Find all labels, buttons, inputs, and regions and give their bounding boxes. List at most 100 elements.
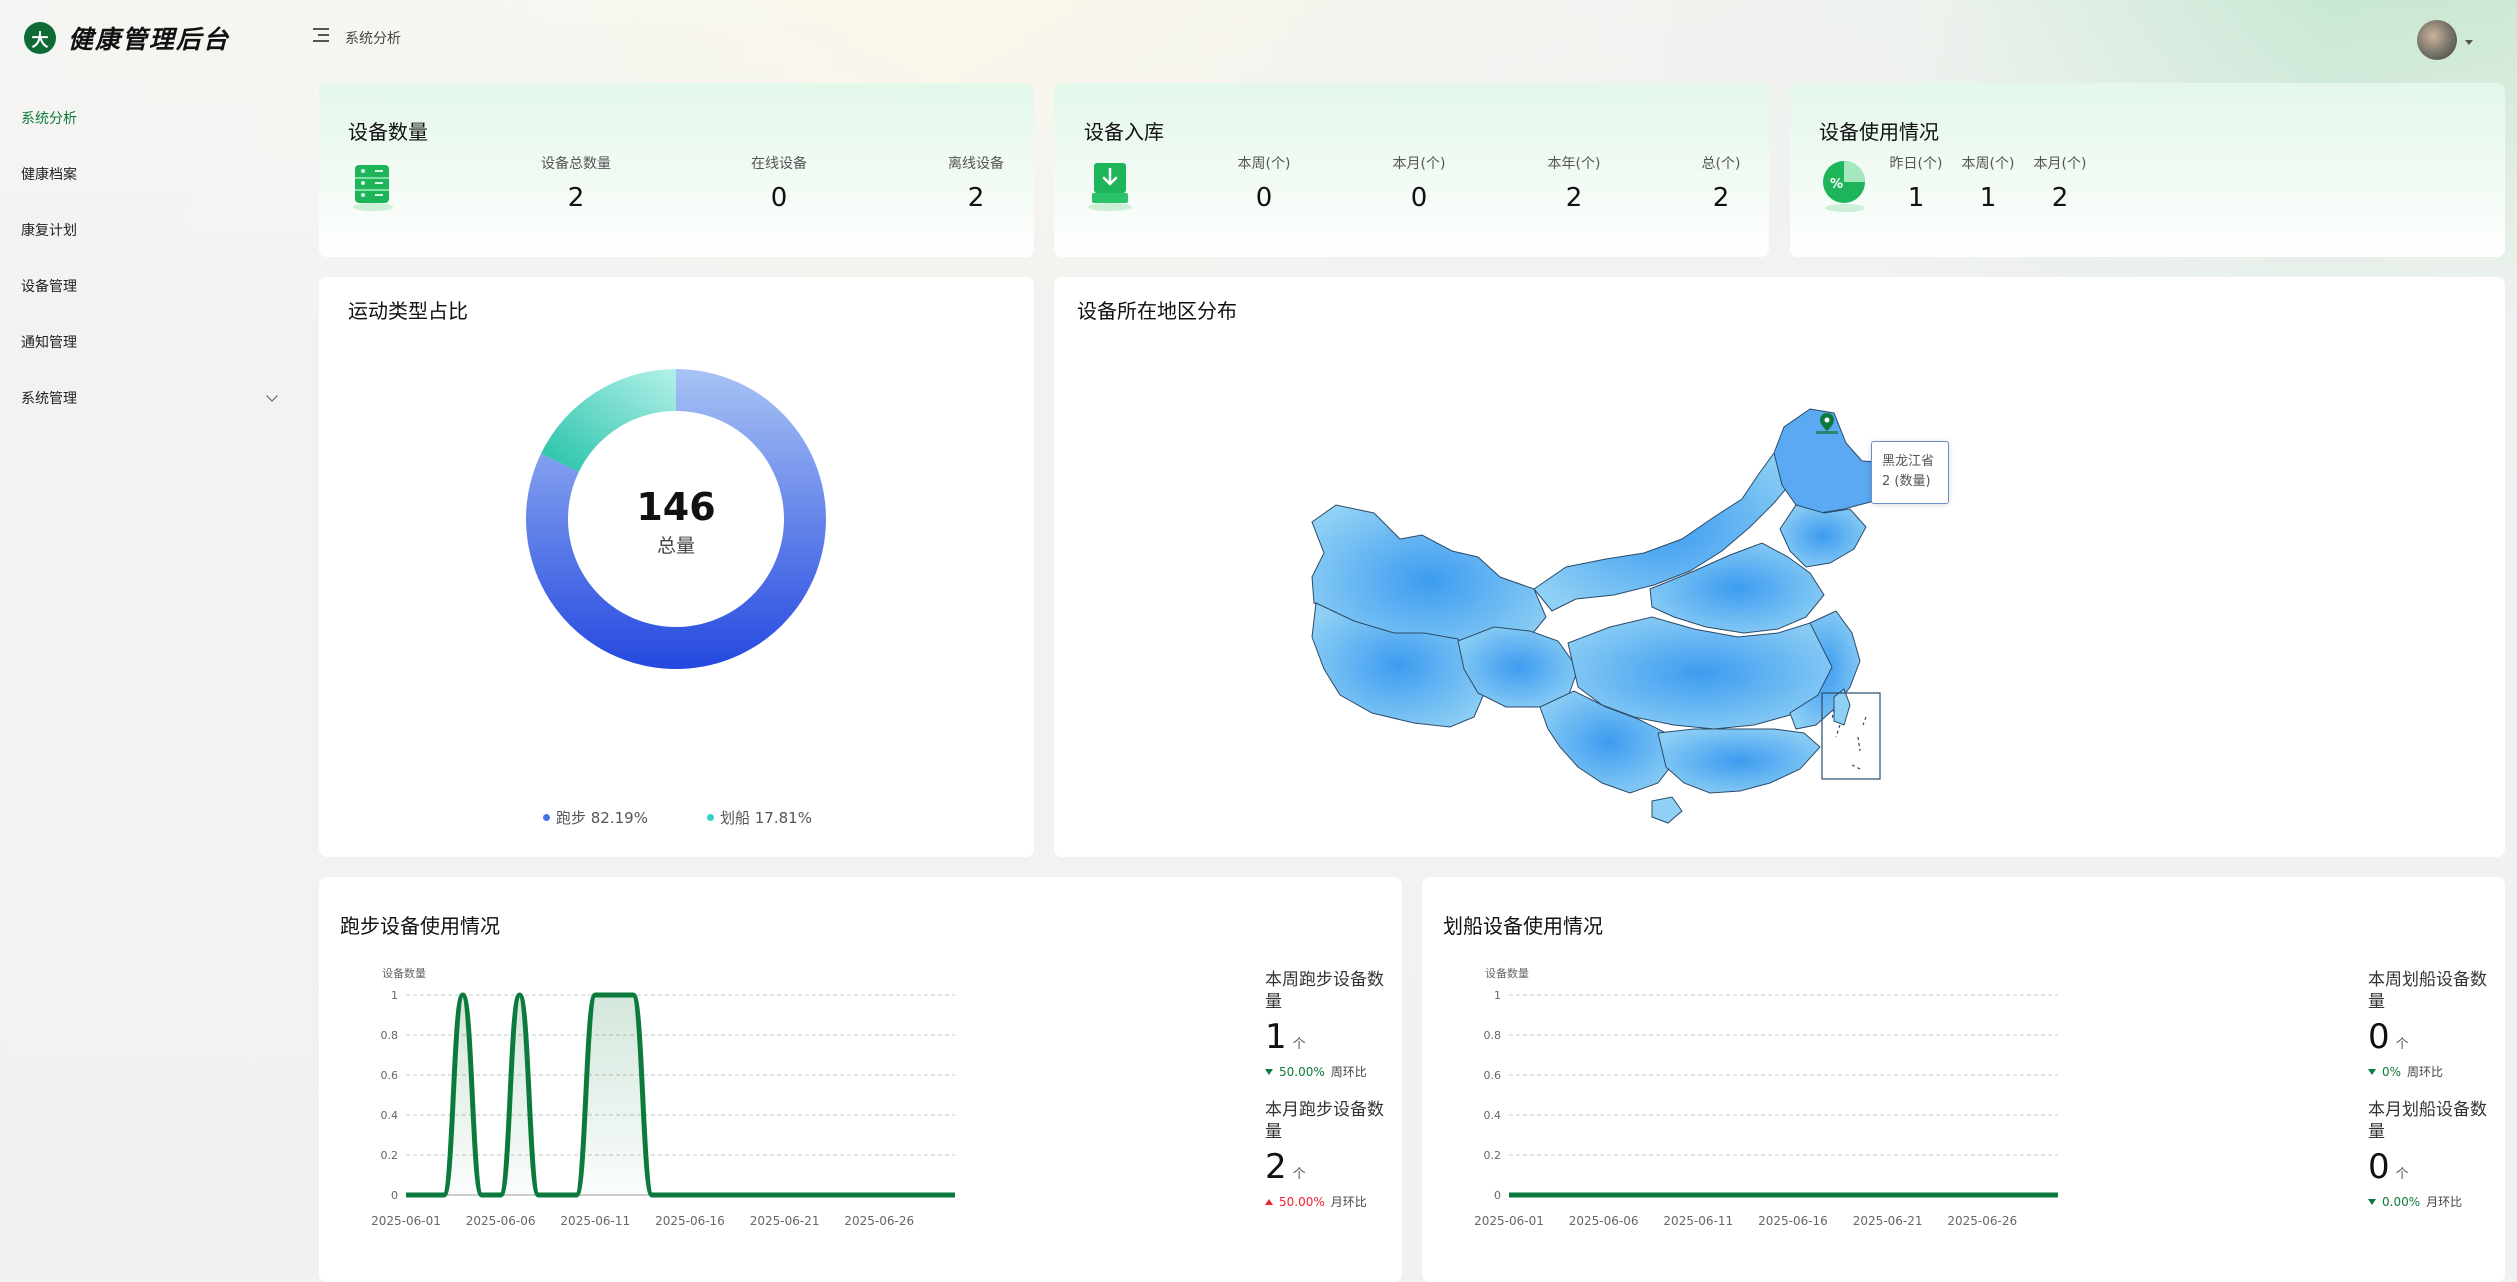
donut-slice-划船[interactable]	[541, 369, 676, 472]
stat-label: 本周跑步设备数量	[1265, 970, 1384, 1012]
stat-usage-week: 本周(个) 1	[1928, 153, 2048, 213]
change-context: 周环比	[1330, 1065, 1367, 1079]
x-tick-label: 2025-06-16	[1758, 1214, 1828, 1228]
stat-label: 本周(个)	[1237, 156, 1291, 172]
china-map[interactable]: 黑龙江省	[1054, 277, 2505, 857]
user-avatar[interactable]	[2417, 20, 2457, 60]
sidebar-item-rehab-plan[interactable]: 康复计划	[0, 202, 290, 258]
card-title: 设备入库	[1084, 120, 1164, 144]
series-line[interactable]	[406, 992, 955, 1198]
legend-item-running[interactable]: 跑步 82.19%	[543, 807, 648, 828]
y-tick-label: 0	[1494, 1189, 1501, 1202]
sidebar-item-system-management[interactable]: 系统管理	[0, 370, 290, 426]
stat-change: 50.00% 周环比	[1265, 1063, 1395, 1080]
x-tick-label: 2025-06-21	[750, 1214, 820, 1228]
change-context: 月环比	[2426, 1195, 2463, 1209]
stat-label: 本年(个)	[1547, 156, 1601, 172]
series-area	[406, 995, 955, 1195]
change-percent: 0%	[2382, 1064, 2402, 1079]
x-tick-label: 2025-06-06	[466, 1214, 536, 1228]
change-percent: 50.00%	[1279, 1064, 1325, 1079]
device-count-card: 设备数量 设备总数量 2 在线设备 0 离线设备 2	[319, 83, 1034, 257]
sidebar-item-label: 设备管理	[21, 279, 77, 295]
change-percent: 50.00%	[1279, 1194, 1325, 1209]
sidebar-item-health-records[interactable]: 健康档案	[0, 146, 290, 202]
running-usage-card: 跑步设备使用情况 设备数量 0 0.2 0.4 0.6 0.8 1 2025-06-01 202…	[319, 877, 1402, 1282]
sidebar-item-notification-management[interactable]: 通知管理	[0, 314, 290, 370]
x-tick-label: 2025-06-21	[1853, 1214, 1923, 1228]
map-region-east	[1789, 610, 1861, 730]
legend-item-rowing[interactable]: 划船 17.81%	[707, 807, 812, 828]
y-axis-label: 设备数量	[1485, 966, 1529, 980]
stat-usage-month: 本月(个) 2	[2000, 153, 2120, 213]
stat-unit: 个	[2395, 1167, 2409, 1182]
map-region-northeast	[1779, 504, 1867, 568]
donut-total-label: 总量	[657, 535, 695, 557]
chevron-down-icon	[266, 390, 278, 402]
stat-online-devices: 在线设备 0	[719, 153, 839, 213]
card-title: 设备数量	[348, 120, 428, 144]
stat-change: 0% 周环比	[2368, 1063, 2498, 1080]
card-title: 划船设备使用情况	[1443, 914, 1603, 938]
y-tick-label: 1	[391, 989, 398, 1002]
tooltip-region: 黑龙江省	[1882, 454, 1935, 469]
stat-label: 本月(个)	[1392, 156, 1446, 172]
map-pin-icon[interactable]	[1816, 413, 1838, 434]
collapse-menu-icon[interactable]	[313, 28, 329, 42]
breadcrumb: 系统分析	[345, 31, 401, 47]
stat-label: 总(个)	[1701, 156, 1741, 172]
x-tick-label: 2025-06-06	[1569, 1214, 1639, 1228]
stat-value: 0	[1255, 183, 1273, 213]
app-logo[interactable]: 大 健康管理后台	[24, 20, 230, 56]
stat-unit: 个	[2395, 1037, 2409, 1052]
legend-dot	[543, 814, 550, 821]
map-region-north	[1649, 542, 1825, 634]
stat-label: 在线设备	[751, 156, 807, 172]
stat-value: 2	[1565, 183, 1583, 213]
device-usage-card: 设备使用情况 % 昨日(个) 1 本周(个) 1 本月(个) 2	[1790, 83, 2505, 257]
x-tick-label: 2025-06-16	[655, 1214, 725, 1228]
running-line-chart: 设备数量 0 0.2 0.4 0.6 0.8 1 2025-06-01 2025-06-06 20…	[371, 966, 955, 1228]
x-tick-label: 2025-06-01	[1474, 1214, 1544, 1228]
percent-pie-icon: %	[1820, 158, 1870, 218]
x-tick-label: 2025-06-26	[1947, 1214, 2017, 1228]
trend-down-icon	[2368, 1068, 2376, 1075]
y-tick-label: 0.6	[1484, 1069, 1502, 1082]
map-region-tibet	[1311, 602, 1487, 728]
stat-value: 1	[1907, 183, 1925, 213]
y-tick-label: 0.8	[381, 1029, 399, 1042]
stat-usage-yesterday: 昨日(个) 1	[1856, 153, 1976, 213]
y-tick-label: 0.4	[1484, 1109, 1502, 1122]
map-region-taiwan	[1833, 688, 1851, 726]
stat-label: 设备总数量	[541, 156, 611, 172]
device-stack-icon	[349, 163, 397, 217]
sidebar-item-label: 康复计划	[21, 223, 77, 239]
x-tick-label: 2025-06-11	[560, 1214, 630, 1228]
sidebar-item-device-management[interactable]: 设备管理	[0, 258, 290, 314]
card-title: 运动类型占比	[348, 299, 468, 323]
region-map-card: 设备所在地区分布 黑龙江省	[1054, 277, 2505, 857]
device-inbound-card: 设备入库 本周(个) 0 本月(个) 0 本年(个) 2 总(个) 2	[1054, 83, 1769, 257]
sidebar-item-label: 通知管理	[21, 335, 77, 351]
svg-text:%: %	[1830, 177, 1843, 192]
stat-unit: 个	[1292, 1037, 1306, 1052]
stat-value: 0	[770, 183, 788, 213]
x-tick-label: 2025-06-11	[1663, 1214, 1733, 1228]
south-china-sea-inset	[1821, 692, 1881, 780]
map-regions	[1311, 408, 1905, 824]
stat-label: 本周(个)	[1961, 156, 2015, 172]
stat-value: 1	[1979, 183, 1997, 213]
sidebar-item-system-analysis[interactable]: 系统分析	[0, 90, 290, 146]
stat-offline-devices: 离线设备 2	[916, 153, 1034, 213]
y-axis-label: 设备数量	[382, 966, 426, 980]
exercise-share-card: 运动类型占比 146 总量 跑步 82.19% 划船 17.81%	[319, 277, 1034, 857]
stat-value: 2	[967, 183, 985, 213]
map-tooltip: 黑龙江省 2 (数量)	[1871, 441, 1949, 504]
avatar-dropdown-icon[interactable]	[2465, 40, 2473, 45]
tooltip-value: 2 (数量)	[1882, 474, 1931, 489]
stat-label: 昨日(个)	[1889, 156, 1943, 172]
